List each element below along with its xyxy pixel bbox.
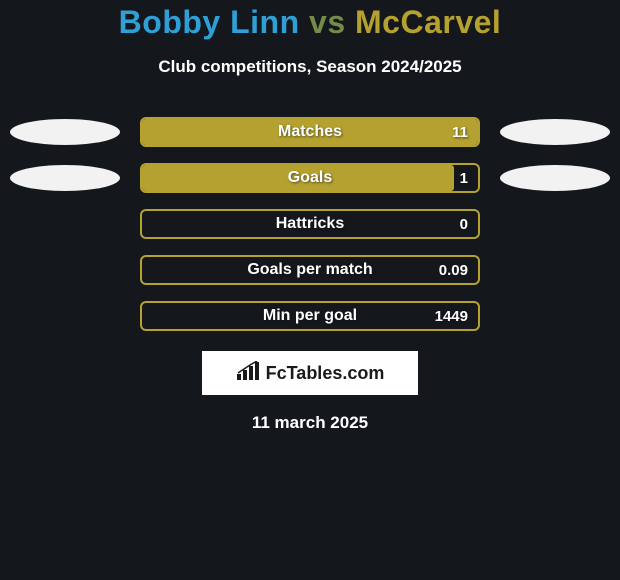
subtitle: Club competitions, Season 2024/2025 — [0, 57, 620, 77]
stat-bar: Goals1 — [140, 163, 480, 193]
logo-text: FcTables.com — [266, 363, 385, 384]
player1-name: Bobby Linn — [119, 4, 300, 40]
stat-value: 0.09 — [439, 257, 468, 283]
stat-bar: Min per goal1449 — [140, 301, 480, 331]
stat-row: Matches11 — [0, 117, 620, 147]
player1-value-ellipse — [10, 119, 120, 145]
player1-value-ellipse — [10, 165, 120, 191]
title-vs: vs — [309, 4, 346, 40]
player2-value-ellipse — [500, 165, 610, 191]
stat-label: Hattricks — [142, 211, 478, 237]
stat-bar: Goals per match0.09 — [140, 255, 480, 285]
site-logo: FcTables.com — [202, 351, 418, 395]
stat-bar: Matches11 — [140, 117, 480, 147]
stat-value: 0 — [460, 211, 468, 237]
stat-label: Goals — [142, 165, 478, 191]
stat-label: Matches — [142, 119, 478, 145]
player2-name: McCarvel — [355, 4, 501, 40]
stat-rows: Matches11 Goals1 Hattricks0 Goals per match… — [0, 117, 620, 331]
stat-label: Goals per match — [142, 257, 478, 283]
stat-value: 1 — [460, 165, 468, 191]
comparison-card: Bobby Linn vs McCarvel Club competitions… — [0, 0, 620, 433]
stat-row: Goals1 — [0, 163, 620, 193]
date-label: 11 march 2025 — [0, 413, 620, 433]
stat-row: Min per goal1449 — [0, 301, 620, 331]
page-title: Bobby Linn vs McCarvel — [0, 4, 620, 41]
stat-value: 11 — [452, 119, 468, 145]
player2-value-ellipse — [500, 119, 610, 145]
stat-value: 1449 — [435, 303, 468, 329]
stat-row: Goals per match0.09 — [0, 255, 620, 285]
stat-label: Min per goal — [142, 303, 478, 329]
bar-chart-icon — [236, 361, 262, 386]
stat-row: Hattricks0 — [0, 209, 620, 239]
stat-bar: Hattricks0 — [140, 209, 480, 239]
